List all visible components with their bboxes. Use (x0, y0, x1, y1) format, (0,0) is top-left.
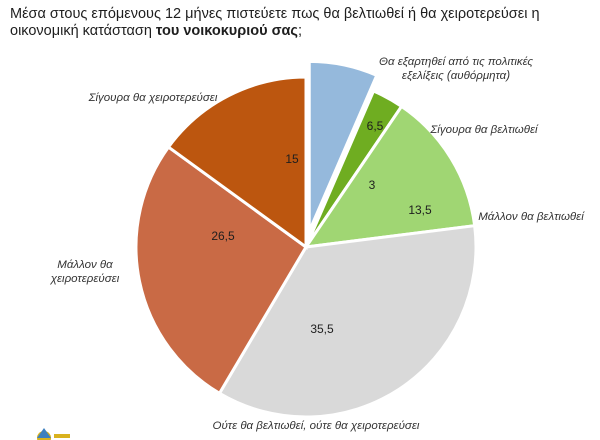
pie-slice (134, 144, 308, 396)
title-line-2-end: ; (297, 23, 302, 39)
slice-value-label: 26,5 (211, 229, 235, 243)
slice-category-label: Μάλλον θα βελτιωθεί (478, 211, 585, 223)
pie-slice (307, 59, 379, 232)
slice-value-label: 15 (285, 152, 299, 166)
chart-title: Μέσα στους επόμενους 12 μήνες πιστεύετε … (10, 6, 570, 40)
logo-icon (37, 428, 70, 440)
slice-category-label: Μάλλον θα χειροτερεύσει (50, 259, 120, 285)
pie-slice (217, 224, 478, 419)
slice-category-label: Σίγουρα θα χειροτερεύσει (88, 92, 218, 104)
title-line-2-bold: του νοικοκυριού σας (155, 23, 298, 39)
slice-category-label: Σίγουρα θα βελτιωθεί (429, 124, 539, 136)
slice-category-label: Θα εξαρτηθεί από τις πολιτικές εξελίξεις … (379, 56, 533, 82)
title-line-1: Μέσα στους επόμενους 12 μήνες πιστεύετε … (10, 6, 540, 22)
slice-value-label: 6,5 (367, 119, 384, 133)
slice-value-label: 35,5 (310, 322, 334, 336)
title-line-2: οικονομική κατάσταση του νοικοκυριού σας… (10, 23, 570, 40)
slice-value-label: 3 (369, 178, 376, 192)
pie-slice (302, 104, 477, 249)
title-line-2-normal: οικονομική κατάσταση (10, 23, 156, 39)
slice-category-label: Ούτε θα βελτιωθεί, ούτε θα χειροτερεύσει (213, 420, 420, 432)
slice-value-label: 13,5 (408, 203, 432, 217)
pie-slice (166, 75, 308, 250)
